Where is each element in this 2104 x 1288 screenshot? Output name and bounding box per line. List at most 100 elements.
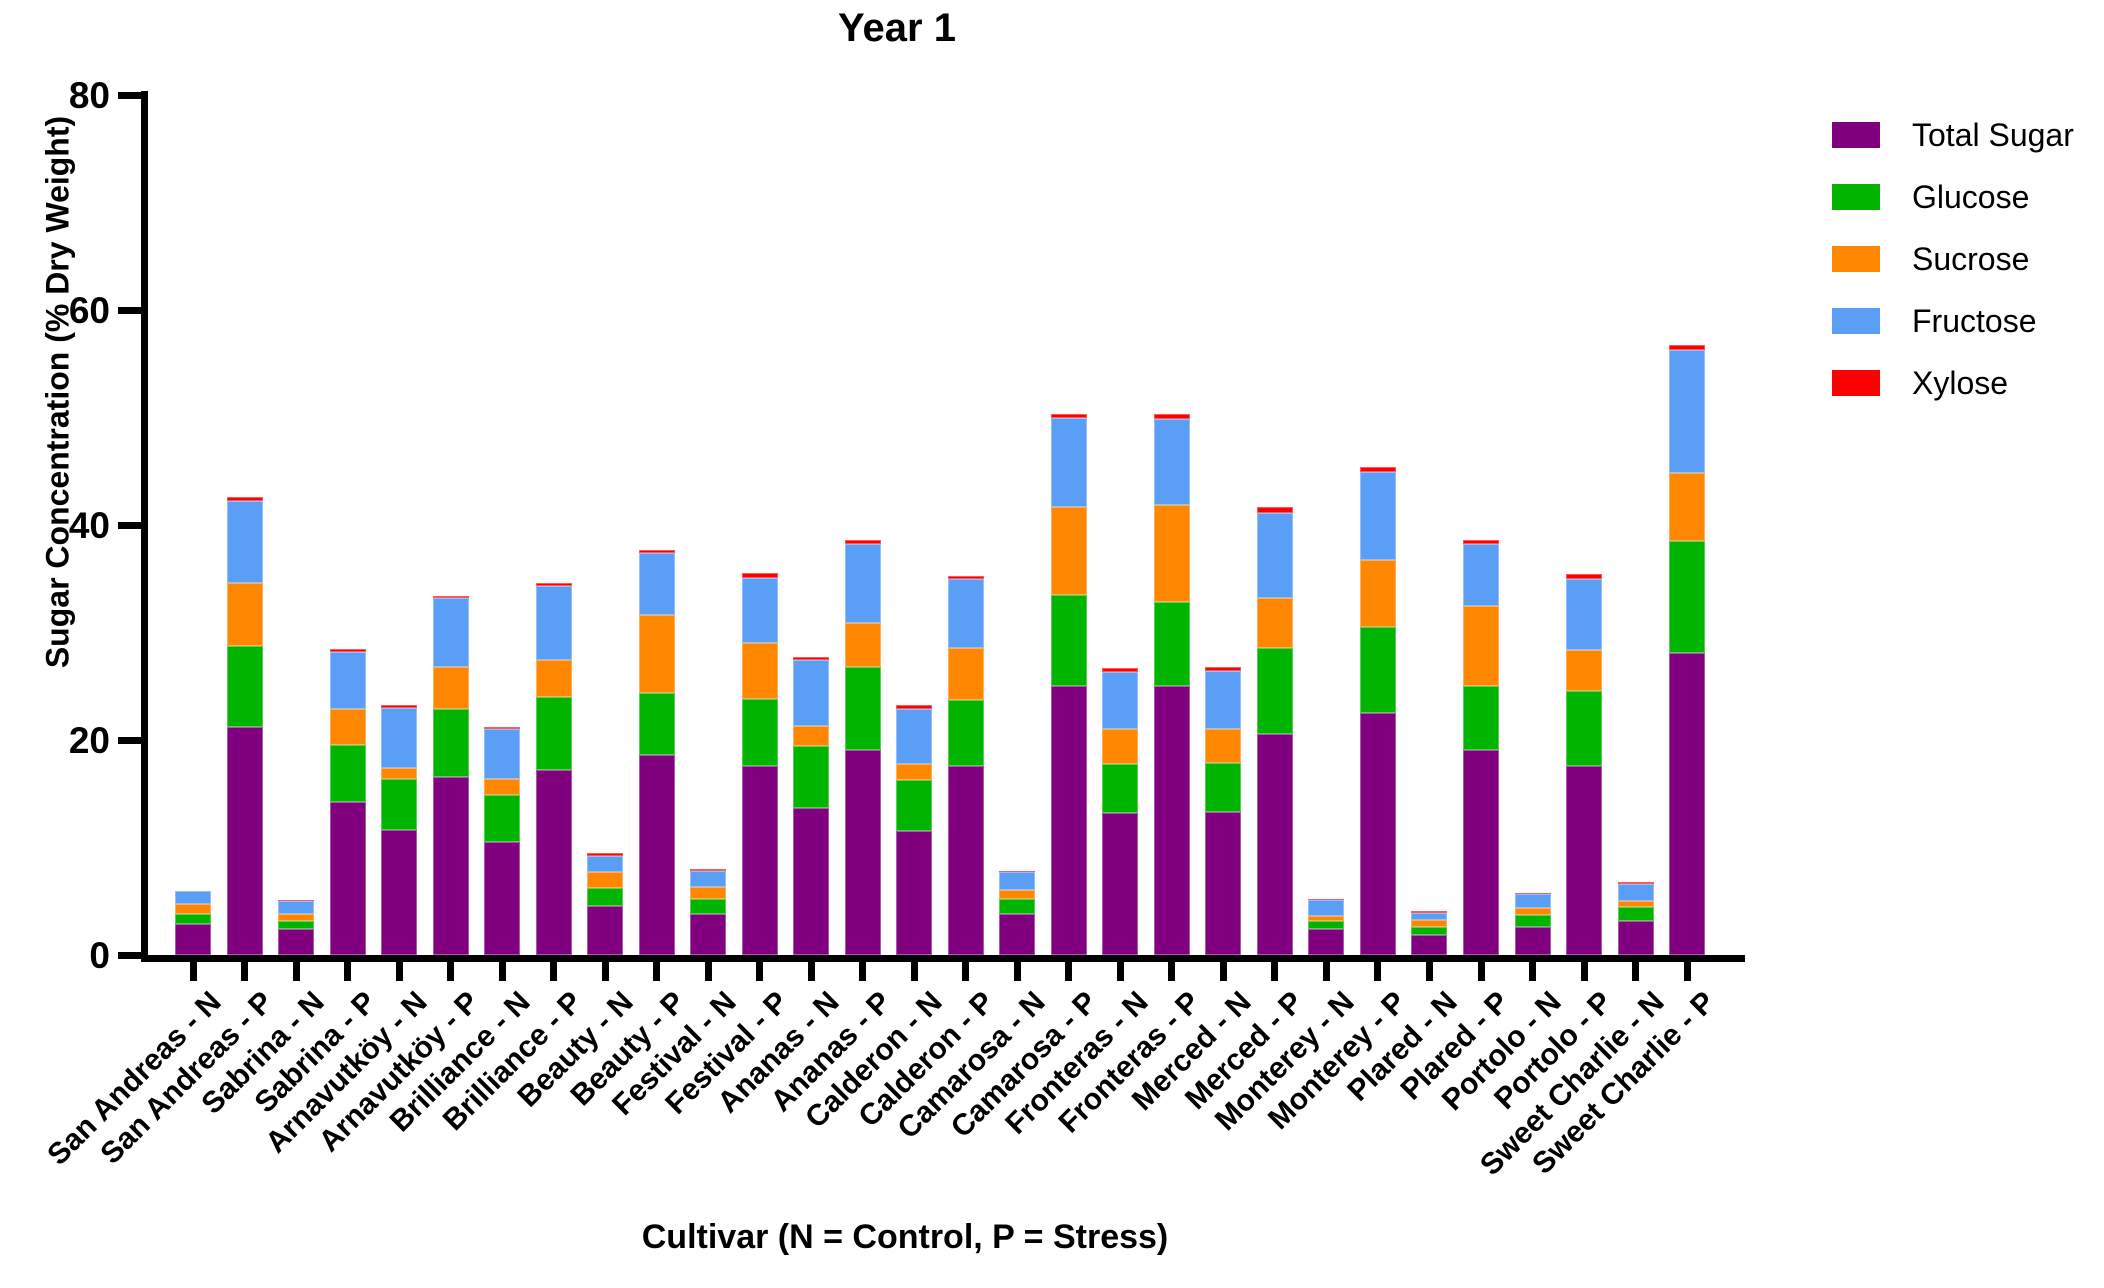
bar-segment-sucrose bbox=[1205, 728, 1242, 764]
x-tick bbox=[1271, 962, 1279, 981]
x-tick bbox=[550, 962, 558, 981]
bar-segment-fructose bbox=[1102, 671, 1139, 729]
bar-segment-total-sugar bbox=[947, 765, 984, 955]
bar-segment-sucrose bbox=[896, 763, 933, 780]
x-tick bbox=[704, 962, 712, 981]
bar-segment-total-sugar bbox=[1205, 812, 1242, 955]
bar-segment-glucose bbox=[484, 794, 521, 843]
y-tick-label: 60 bbox=[68, 290, 110, 331]
x-tick bbox=[1632, 962, 1640, 981]
bar-segment-xylose bbox=[741, 573, 778, 578]
x-tick bbox=[292, 962, 300, 981]
bar-segment-total-sugar bbox=[226, 727, 263, 955]
bar-segment-sucrose bbox=[844, 622, 881, 667]
bar-segment-glucose bbox=[690, 898, 727, 915]
bar-segment-xylose bbox=[947, 575, 984, 579]
bar-segment-sucrose bbox=[1102, 728, 1139, 765]
bar-segment-total-sugar bbox=[1308, 929, 1345, 955]
bar-segment-sucrose bbox=[1256, 597, 1293, 648]
y-axis-line bbox=[141, 91, 148, 962]
bar-segment-glucose bbox=[1617, 907, 1654, 921]
x-tick bbox=[241, 962, 249, 981]
bar-segment-fructose bbox=[1669, 349, 1706, 474]
bar-segment-glucose bbox=[1669, 541, 1706, 653]
legend-swatch-sucrose bbox=[1832, 246, 1880, 272]
bar-segment-fructose bbox=[535, 586, 572, 661]
x-tick bbox=[1683, 962, 1691, 981]
bar-segment-glucose bbox=[226, 646, 263, 728]
bar-segment-xylose bbox=[690, 869, 727, 872]
y-tick bbox=[118, 521, 141, 529]
x-tick bbox=[1219, 962, 1227, 981]
bar-segment-sucrose bbox=[535, 660, 572, 697]
x-tick bbox=[1580, 962, 1588, 981]
bar-segment-fructose bbox=[1359, 472, 1396, 561]
legend-swatch-glucose bbox=[1832, 184, 1880, 210]
x-tick bbox=[859, 962, 867, 981]
bar-segment-total-sugar bbox=[690, 914, 727, 955]
bar-segment-sucrose bbox=[638, 615, 675, 693]
legend-label: Glucose bbox=[1912, 178, 2030, 215]
bar-segment-xylose bbox=[1050, 413, 1087, 419]
bar-segment-xylose bbox=[278, 899, 315, 902]
bar-segment-glucose bbox=[278, 921, 315, 930]
y-tick-label: 20 bbox=[68, 720, 110, 761]
bar-segment-glucose bbox=[587, 887, 624, 906]
bar-segment-glucose bbox=[947, 700, 984, 766]
bar-segment-sucrose bbox=[1617, 900, 1654, 908]
bar-segment-glucose bbox=[999, 899, 1036, 915]
bar-segment-fructose bbox=[329, 651, 366, 710]
bar-segment-glucose bbox=[432, 709, 469, 777]
bar-segment-xylose bbox=[1153, 413, 1190, 420]
x-tick bbox=[807, 962, 815, 981]
bar-segment-xylose bbox=[1669, 345, 1706, 350]
bar-segment-xylose bbox=[896, 705, 933, 709]
y-tick-label: 0 bbox=[89, 935, 110, 976]
bar-segment-xylose bbox=[1514, 892, 1551, 895]
bar-segment-fructose bbox=[1463, 544, 1499, 606]
x-tick bbox=[910, 962, 918, 981]
bar-segment-fructose bbox=[1050, 418, 1087, 508]
bar-segment-total-sugar bbox=[1669, 652, 1706, 955]
bar-segment-glucose bbox=[638, 692, 675, 756]
bar-segment-glucose bbox=[1411, 927, 1448, 935]
bar-segment-sucrose bbox=[175, 904, 211, 914]
bar-segment-glucose bbox=[175, 913, 211, 924]
bar-segment-sucrose bbox=[1463, 605, 1499, 687]
bar-segment-sucrose bbox=[690, 886, 727, 899]
bar-segment-xylose bbox=[1205, 667, 1242, 672]
bar-segment-fructose bbox=[999, 872, 1036, 890]
bar-segment-sucrose bbox=[1153, 505, 1190, 602]
legend-item: Fructose bbox=[1832, 290, 2074, 352]
bar-segment-fructose bbox=[947, 578, 984, 648]
bar-segment-glucose bbox=[1359, 627, 1396, 714]
bar-segment-total-sugar bbox=[484, 842, 521, 955]
bar-segment-total-sugar bbox=[1566, 765, 1603, 955]
bar-segment-sucrose bbox=[278, 913, 315, 922]
legend-item: Glucose bbox=[1832, 166, 2074, 228]
bar-segment-total-sugar bbox=[1256, 733, 1293, 955]
legend-label: Fructose bbox=[1912, 302, 2037, 339]
x-tick bbox=[189, 962, 197, 981]
bar-segment-sucrose bbox=[226, 583, 263, 647]
bar-segment-glucose bbox=[896, 779, 933, 832]
x-tick bbox=[395, 962, 403, 981]
bar-segment-sucrose bbox=[1566, 649, 1603, 691]
bar-segment-total-sugar bbox=[432, 776, 469, 955]
bar-segment-xylose bbox=[1102, 667, 1139, 672]
bar-segment-total-sugar bbox=[638, 755, 675, 955]
x-tick bbox=[498, 962, 506, 981]
bar-segment-fructose bbox=[1411, 912, 1448, 921]
bar-segment-glucose bbox=[1566, 690, 1603, 766]
x-tick bbox=[1425, 962, 1433, 981]
bar-segment-xylose bbox=[638, 549, 675, 553]
bar-segment-sucrose bbox=[1359, 560, 1396, 628]
bar-segment-xylose bbox=[432, 595, 469, 599]
bar-segment-fructose bbox=[278, 901, 315, 914]
bar-segment-fructose bbox=[1153, 419, 1190, 506]
x-tick bbox=[601, 962, 609, 981]
bar-segment-xylose bbox=[381, 705, 418, 708]
legend-swatch-xylose bbox=[1832, 370, 1880, 396]
x-tick bbox=[1374, 962, 1382, 981]
bar-segment-glucose bbox=[535, 697, 572, 771]
